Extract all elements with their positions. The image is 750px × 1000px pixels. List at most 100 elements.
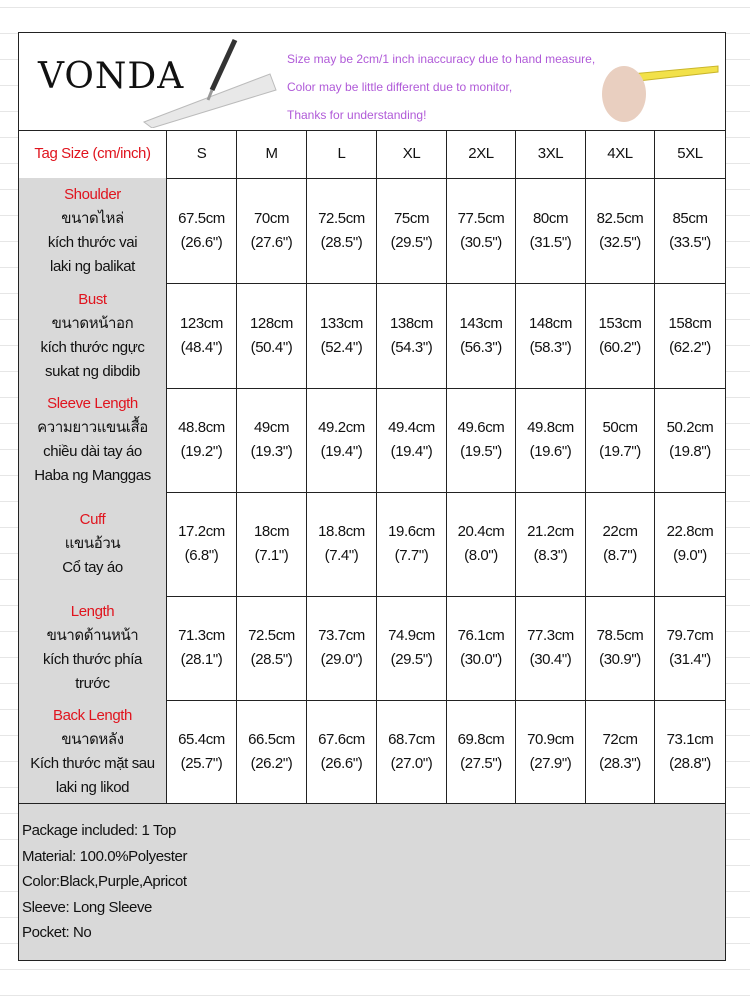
- measure: (31.4"): [669, 651, 711, 668]
- label-line: Cuff: [79, 511, 106, 528]
- measure: (6.8"): [184, 547, 219, 564]
- measure: (7.1"): [254, 547, 289, 564]
- measure: (30.4"): [529, 651, 572, 668]
- measure: 73.7cm: [318, 627, 365, 644]
- measure-cell: 70cm (27.6"): [237, 178, 307, 284]
- measure: 17.2cm: [178, 523, 225, 540]
- note-line: Size may be 2cm/1 inch inaccuracy due to…: [287, 52, 596, 66]
- label-line: ขนาดไหล่: [61, 209, 124, 227]
- measure: (26.6"): [320, 754, 363, 772]
- size: 3XL: [537, 145, 564, 162]
- size-header-label: Tag Size (cm/inch): [18, 130, 167, 179]
- measure: 123cm: [179, 314, 224, 332]
- label-line: Length: [70, 603, 115, 620]
- package-box: [18, 803, 726, 961]
- measure-cell: 153cm (60.2"): [586, 283, 655, 389]
- measure: 67.5cm: [178, 209, 225, 227]
- measure: (58.3"): [529, 338, 572, 356]
- measure: (31.5"): [529, 233, 572, 251]
- measure: 133cm: [319, 314, 364, 332]
- measure: (19.7"): [599, 443, 641, 460]
- measure: 49.8cm: [527, 419, 574, 436]
- package-line: Material: 100.0%Polyester: [22, 847, 188, 865]
- measure: (19.4"): [390, 443, 433, 460]
- measure-cell: 133cm (52.4"): [307, 283, 377, 389]
- measure: (9.0"): [673, 547, 707, 564]
- measure-cell: 77.5cm (30.5"): [447, 178, 516, 284]
- measure-cell: 123cm (48.4"): [167, 283, 237, 389]
- measure: (27.6"): [250, 233, 293, 251]
- measure: (30.9"): [599, 651, 641, 668]
- measure-cell: 72cm (28.3"): [586, 700, 655, 804]
- measure: 21.2cm: [527, 523, 574, 540]
- label-line: kích thước phía: [43, 651, 142, 668]
- measure: 67.6cm: [318, 730, 365, 748]
- row-label: Shoulder ขนาดไหล่ kích thước vai laki ng ba…: [18, 178, 167, 284]
- label-line: ขนาดหน้าอก: [51, 314, 134, 332]
- label-line: laki ng likod: [55, 778, 130, 796]
- measure: 49.2cm: [318, 419, 365, 436]
- measure-cell: 78.5cm (30.9"): [586, 596, 655, 701]
- measure: (29.5"): [390, 651, 433, 668]
- measure: (60.2"): [599, 338, 641, 356]
- measure: 50cm: [602, 419, 638, 436]
- measure: 138cm: [389, 314, 434, 332]
- measure: 158cm: [668, 314, 712, 332]
- label-line: ขนาดด้านหน้า: [46, 627, 139, 644]
- measure: (52.4"): [320, 338, 363, 356]
- measure-cell: 49cm (19.3"): [237, 388, 307, 493]
- row-label: Cuff แขนอ้วน Cổ tay áo: [18, 492, 167, 597]
- notes: Size may be 2cm/1 inch inaccuracy due to…: [287, 45, 595, 129]
- measure-cell: 148cm (58.3"): [516, 283, 586, 389]
- measure-cell: 76.1cm (30.0"): [447, 596, 516, 701]
- measure-cell: 75cm (29.5"): [377, 178, 447, 284]
- measure-cell: 22.8cm (9.0"): [655, 492, 726, 597]
- ruler-icon: [142, 38, 277, 128]
- measure: 50.2cm: [666, 419, 714, 436]
- measure: (28.3"): [599, 754, 641, 772]
- label-line: chiều dài tay áo: [43, 443, 142, 460]
- measure: 49cm: [253, 419, 290, 436]
- label-line: ขนาดหลัง: [61, 730, 124, 748]
- measure: (26.6"): [180, 233, 223, 251]
- measure-cell: 80cm (31.5"): [516, 178, 586, 284]
- measure-cell: 67.5cm (26.6"): [167, 178, 237, 284]
- measure: 74.9cm: [388, 627, 435, 644]
- measure: (48.4"): [180, 338, 223, 356]
- measure-cell: 19.6cm (7.7"): [377, 492, 447, 597]
- measure-cell: 77.3cm (30.4"): [516, 596, 586, 701]
- measure-cell: 22cm (8.7"): [586, 492, 655, 597]
- measure: (32.5"): [599, 233, 641, 251]
- measure-cell: 49.8cm (19.6"): [516, 388, 586, 493]
- measure-cell: 21.2cm (8.3"): [516, 492, 586, 597]
- label-line: trước: [75, 675, 110, 692]
- measure: 66.5cm: [248, 730, 295, 748]
- measure-cell: 73.1cm (28.8"): [655, 700, 726, 804]
- measure: 20.4cm: [457, 523, 505, 540]
- measure-cell: 17.2cm (6.8"): [167, 492, 237, 597]
- row-label: Sleeve Length ความยาวแขนเสื้อ chiều dài ta…: [18, 388, 167, 493]
- label-line: Kích thước mặt sau: [30, 754, 155, 772]
- measure: (19.6"): [529, 443, 572, 460]
- measure: 19.6cm: [388, 523, 435, 540]
- measure: (19.2"): [180, 443, 223, 460]
- label-line: Back Length: [53, 706, 132, 724]
- measure: 73.1cm: [666, 730, 714, 748]
- measure-cell: 72.5cm (28.5"): [307, 178, 377, 284]
- measure-cell: 138cm (54.3"): [377, 283, 447, 389]
- measure: 85cm: [672, 209, 708, 227]
- measure-cell: 20.4cm (8.0"): [447, 492, 516, 597]
- measure-cell: 48.8cm (19.2"): [167, 388, 237, 493]
- size-header: XL: [377, 130, 447, 179]
- size: 4XL: [607, 145, 633, 162]
- size: XL: [402, 145, 421, 162]
- measure: (28.1"): [180, 651, 223, 668]
- header-label: Tag Size (cm/inch): [34, 145, 151, 162]
- package-line: Pocket: No: [22, 924, 92, 941]
- size: 5XL: [677, 145, 703, 162]
- measure: (30.5"): [460, 233, 502, 251]
- measure: (8.7"): [603, 547, 637, 564]
- measure: (29.0"): [320, 651, 363, 668]
- row-label: Bust ขนาดหน้าอก kích thước ngực sukat ng di…: [18, 283, 167, 389]
